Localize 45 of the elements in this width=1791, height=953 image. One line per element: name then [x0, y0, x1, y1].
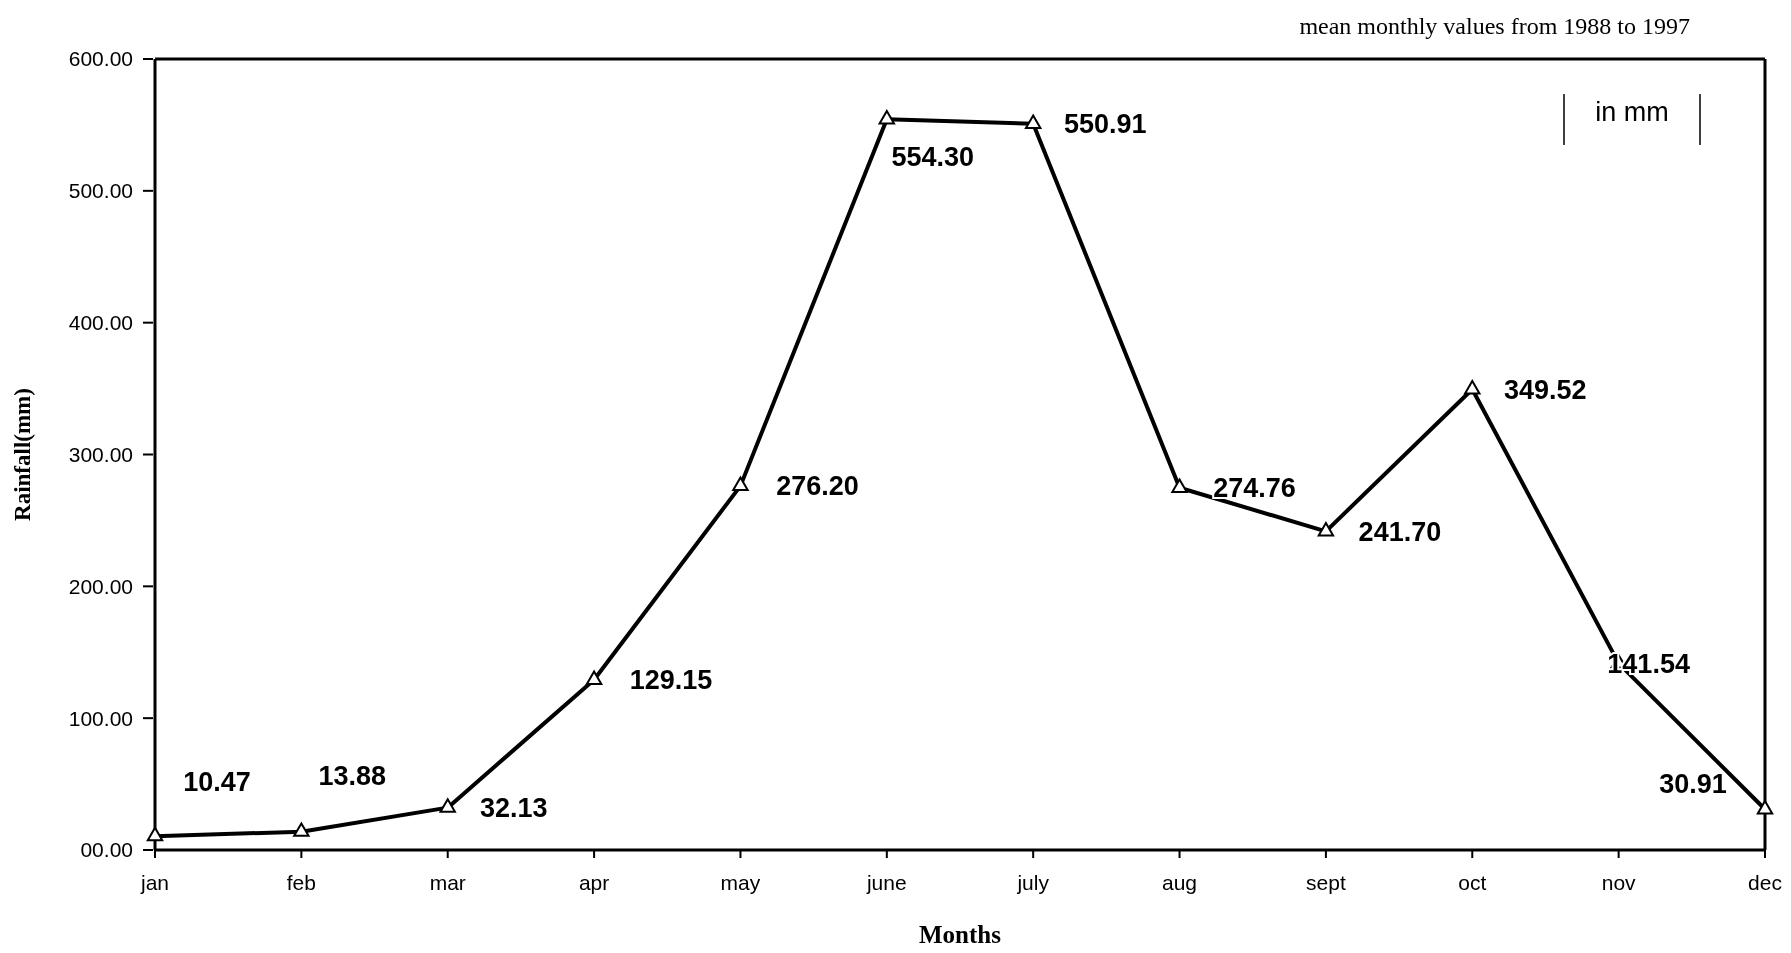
y-axis-title: Rainfall(mm): [10, 388, 35, 521]
data-label: 274.76: [1213, 473, 1296, 504]
data-label: 10.47: [183, 766, 251, 797]
x-tick-label: apr: [578, 871, 610, 894]
data-label: 30.91: [1659, 768, 1727, 799]
data-label: 554.30: [891, 141, 975, 172]
y-tick-label: 300.00: [68, 442, 133, 466]
x-tick-label: mar: [429, 871, 466, 894]
y-tick-label: 200.00: [68, 574, 133, 598]
y-tick-label: 600.00: [68, 47, 133, 71]
y-tick-label: 400.00: [68, 311, 133, 335]
x-tick-label: dec: [1748, 871, 1782, 894]
data-label: 13.88: [318, 761, 387, 792]
point: [1317, 522, 1335, 537]
data-label: 129.15: [629, 665, 713, 696]
x-axis-title: Months: [919, 921, 1002, 948]
x-tick-label: sept: [1306, 871, 1346, 894]
point: [1464, 379, 1481, 395]
annotation: in mm: [1595, 97, 1669, 128]
data-label: 241.70: [1358, 516, 1442, 547]
data-label: 32.13: [479, 793, 548, 824]
x-tick-label: july: [1016, 871, 1050, 894]
x-tick-label: aug: [1162, 871, 1198, 894]
point: [1756, 799, 1774, 815]
y-tick-label: 500.00: [68, 179, 133, 203]
point: [878, 109, 896, 125]
point: [293, 822, 310, 837]
x-tick-label: jan: [139, 871, 170, 894]
x-tick-label: feb: [286, 871, 316, 894]
point: [732, 476, 749, 492]
y-tick-label: 00.00: [80, 838, 133, 862]
data-label: 349.52: [1503, 374, 1587, 405]
point: [1024, 114, 1042, 129]
x-tick-label: may: [720, 871, 761, 894]
x-tick-label: june: [865, 871, 907, 894]
x-tick-label: oct: [1458, 871, 1487, 894]
x-tick-label: nov: [1601, 871, 1637, 894]
data-label: 276.20: [776, 471, 859, 502]
chart-subtitle: mean monthly values from 1988 to 1997: [1299, 13, 1690, 39]
data-label: 550.91: [1063, 109, 1147, 140]
y-tick-label: 100.00: [68, 706, 133, 730]
point: [146, 826, 164, 842]
point: [1171, 478, 1188, 493]
point: [439, 798, 456, 813]
point: [585, 670, 603, 685]
